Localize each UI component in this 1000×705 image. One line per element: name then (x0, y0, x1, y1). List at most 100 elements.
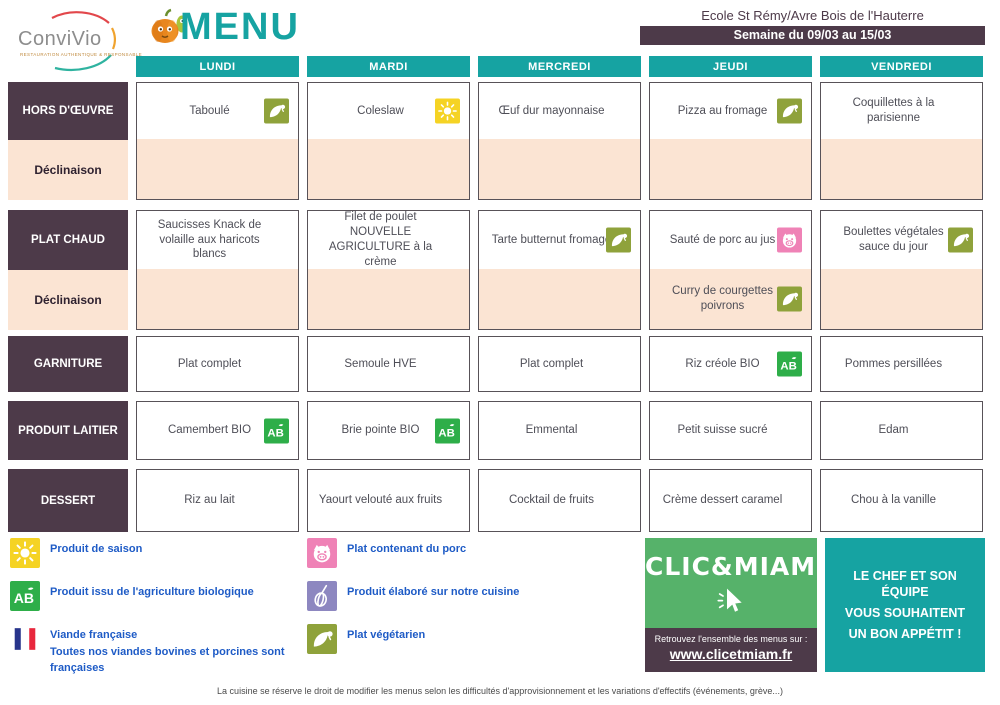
row-label-plat-chaud: PLAT CHAUD (8, 210, 128, 270)
menu-cell: Semoule HVE (307, 336, 470, 392)
row-produit-laitier: PRODUIT LAITIER Camembert BIO AB Brie poi… (8, 401, 983, 460)
row-label-dessert: DESSERT (8, 469, 128, 532)
whisk-icon (307, 581, 337, 611)
menu-cell: Taboulé (136, 82, 299, 200)
dish-text: Tarte butternut fromage (491, 233, 612, 246)
chef-message-line: LE CHEF ET SON ÉQUIPE (853, 568, 957, 599)
season-icon (10, 538, 40, 568)
dish-text: Edam (878, 424, 909, 437)
disclaimer-text: La cuisine se réserve le droit de modifi… (217, 686, 783, 696)
menu-cell: Coleslaw (307, 82, 470, 200)
brand-name: ConviVio (18, 28, 102, 50)
menu-cell: Riz créole BIO AB (649, 336, 812, 392)
dish-text: Pommes persillées (844, 357, 943, 370)
menu-cell: Riz au lait (136, 469, 299, 532)
day-header-jeudi: JEUDI (649, 56, 812, 77)
row-label-hors-doeuvre: HORS D'ŒUVRE (8, 82, 128, 140)
pork-icon (307, 538, 337, 568)
menu-table: LUNDI MARDI MERCREDI JEUDI VENDREDI HORS… (8, 56, 983, 532)
row-label-declinaison: Déclinaison (8, 270, 128, 330)
dish-text (137, 297, 298, 301)
svg-text:AB: AB (780, 361, 796, 373)
legend-label: Produit issu de l'agriculture biologique (50, 586, 254, 598)
brand-tagline: restauration authentique & responsable (20, 52, 143, 57)
legend-sublabel: Toutes nos viandes bovines et porcines s… (50, 645, 285, 675)
row-label-garniture: GARNITURE (8, 336, 128, 392)
row-garniture: GARNITURE Plat complet Semoule HVE Plat … (8, 336, 983, 392)
dish-text: Coleslaw (357, 104, 404, 117)
vegetarian-leaf-icon (307, 624, 337, 654)
menu-cell: Coquillettes à la parisienne (820, 82, 983, 200)
clicmiam-url-link[interactable]: www.clicetmiam.fr (669, 646, 793, 662)
day-header-row: LUNDI MARDI MERCREDI JEUDI VENDREDI (8, 56, 983, 77)
menu-cell: Petit suisse sucré (649, 401, 812, 460)
menu-cell: Boulettes végétales sauce du jour (820, 210, 983, 330)
table-corner-spacer (8, 56, 128, 77)
menu-cell: Yaourt velouté aux fruits (307, 469, 470, 532)
dish-text: Brie pointe BIO (341, 424, 420, 437)
day-header-vendredi: VENDREDI (820, 56, 983, 77)
legend-label: Viande française (50, 629, 138, 641)
dish-text: Plat complet (177, 357, 242, 370)
menu-cell: Saucisses Knack de volaille aux haricots… (136, 210, 299, 330)
row-label-produit-laitier: PRODUIT LAITIER (8, 401, 128, 460)
school-header: Ecole St Rémy/Avre Bois de l'Hauterre Se… (640, 8, 985, 45)
clicmiam-banner: CLIC&MIAM! Retrouvez l'ensemble des menu… (645, 538, 828, 672)
dish-text: Curry de courgettes poivrons (672, 285, 773, 312)
day-header-mercredi: MERCREDI (478, 56, 641, 77)
dish-text: Cocktail de fruits (508, 494, 594, 507)
menu-cell: Sauté de porc au jus Curry de courgettes… (649, 210, 812, 330)
dish-text: Riz au lait (184, 494, 235, 507)
vegetarian-icon (606, 227, 631, 253)
legend-item-porc: Plat contenant du porc (307, 538, 642, 568)
bio-icon: AB (264, 418, 289, 443)
pork-icon (777, 227, 802, 253)
row-label-declinaison: Déclinaison (8, 140, 128, 200)
dish-text: Filet de poulet NOUVELLE AGRICULTURE à l… (328, 211, 433, 268)
legend-column-right: Plat contenant du porc Produit élaboré s… (307, 538, 642, 690)
row-plat-chaud: PLAT CHAUD Déclinaison Saucisses Knack d… (8, 210, 983, 330)
row-labels: PLAT CHAUD Déclinaison (8, 210, 128, 330)
menu-cell: Brie pointe BIO AB (307, 401, 470, 460)
footer-promo: CLIC&MIAM! Retrouvez l'ensemble des menu… (645, 538, 985, 672)
legend-label: Produit élaboré sur notre cuisine (347, 586, 520, 598)
dish-text: Sauté de porc au jus (669, 233, 776, 246)
row-labels: HORS D'ŒUVRE Déclinaison (8, 82, 128, 200)
day-header-mardi: MARDI (307, 56, 470, 77)
bio-icon: AB (777, 351, 802, 377)
menu-cell: Plat complet (136, 336, 299, 392)
dish-text: Saucisses Knack de volaille aux haricots… (157, 218, 262, 261)
legend-item-viande-francaise: Viande française Toutes nos viandes bovi… (10, 624, 307, 677)
menu-cell: Crème dessert caramel (649, 469, 812, 532)
convivio-logo: ConviVio restauration authentique & resp… (12, 4, 142, 80)
dish-text (821, 297, 982, 301)
dish-text: Crème dessert caramel (662, 494, 783, 507)
cursor-icon (715, 584, 747, 616)
dish-text: Taboulé (189, 104, 230, 117)
menu-cell: Pommes persillées (820, 336, 983, 392)
svg-text:AB: AB (267, 427, 283, 439)
dish-text (479, 167, 640, 171)
legend-column-left: Produit de saison AB Produit issu de l'a… (10, 538, 307, 690)
legend-label: Plat contenant du porc (347, 543, 467, 555)
chef-message-box: LE CHEF ET SON ÉQUIPE VOUS SOUHAITENT UN… (825, 538, 985, 672)
bio-icon: AB (10, 581, 40, 611)
logo-arcs-icon (51, 11, 116, 72)
menu-cell: Œuf dur mayonnaise (478, 82, 641, 200)
menu-cell: Camembert BIO AB (136, 401, 299, 460)
dish-text: Petit suisse sucré (677, 424, 768, 437)
menu-cell: Cocktail de fruits (478, 469, 641, 532)
row-hors-doeuvre: HORS D'ŒUVRE Déclinaison Taboulé Colesla… (8, 82, 983, 200)
dish-text (137, 167, 298, 171)
dish-text (479, 297, 640, 301)
vegetarian-icon (777, 286, 802, 312)
dish-text: Coquillettes à la parisienne (852, 97, 935, 124)
menu-cell: Tarte butternut fromage (478, 210, 641, 330)
dish-text: Yaourt velouté aux fruits (318, 494, 443, 507)
dish-text: Plat complet (519, 357, 584, 370)
pumpkin-mascot-icon (151, 8, 188, 43)
school-name: Ecole St Rémy/Avre Bois de l'Hauterre (701, 8, 924, 23)
legend-item-vegetarien: Plat végétarien (307, 624, 642, 654)
chef-message-line: UN BON APPÉTIT ! (848, 627, 962, 642)
